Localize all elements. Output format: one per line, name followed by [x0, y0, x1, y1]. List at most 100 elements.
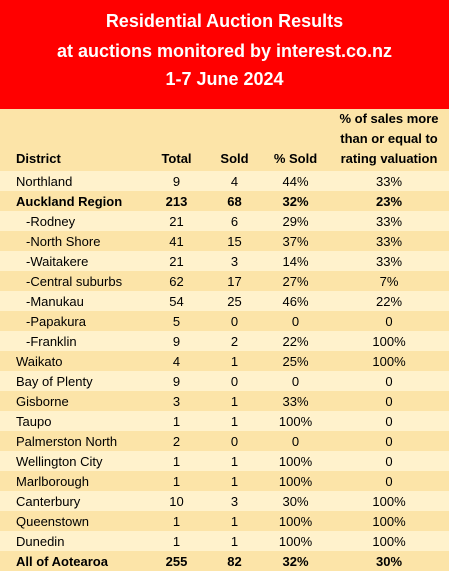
cell-sold: 0	[230, 433, 239, 449]
cell-total: 1	[172, 453, 181, 469]
cell-district: Gisborne	[16, 393, 69, 409]
table-row: -Franklin 9 2 22% 100%	[0, 331, 449, 351]
table-row: -Manukau 54 25 46% 22%	[0, 291, 449, 311]
cell-pct-sold: 46%	[282, 293, 309, 309]
cell-pct-sold: 0	[291, 433, 300, 449]
cell-total: 255	[146, 551, 207, 571]
title-date: 1-7 June 2024	[165, 69, 284, 89]
cell-pct-over: 22%	[375, 293, 403, 309]
cell-total: 1	[172, 473, 181, 489]
title-banner: Residential Auction Results at auctions …	[0, 0, 449, 109]
cell-pct-sold: 32%	[282, 193, 309, 209]
cell-district: All of Aotearoa	[0, 551, 146, 571]
cell-district: Marlborough	[16, 473, 89, 489]
cell-total: 2	[172, 433, 181, 449]
cell-sold: 0	[230, 313, 239, 329]
table-row: -Central suburbs 62 17 27% 7%	[0, 271, 449, 291]
cell-total: 213	[165, 193, 188, 209]
cell-total: 9	[172, 373, 181, 389]
cell-sold: 1	[230, 353, 239, 369]
cell-district: Queenstown	[16, 513, 89, 529]
cell-sold: 0	[230, 373, 239, 389]
cell-sold: 68	[227, 193, 242, 209]
title-line-1: Residential Auction Results	[105, 11, 344, 31]
cell-pct-sold: 29%	[282, 213, 309, 229]
cell-pct-over: 23%	[375, 193, 403, 209]
cell-total: 10	[169, 493, 184, 509]
cell-district: Waikato	[16, 353, 63, 369]
cell-sold: 3	[230, 493, 239, 509]
cell-total: 4	[172, 353, 181, 369]
cell-pct-over: 33%	[375, 233, 403, 249]
cell-pct-over: 100%	[372, 513, 406, 529]
cell-pct-over: 100%	[372, 353, 406, 369]
cell-total: 5	[172, 313, 181, 329]
cell-pct-sold: 33%	[282, 393, 309, 409]
cell-pct-sold: 44%	[282, 173, 309, 189]
cell-pct-over: 100%	[372, 333, 406, 349]
cell-pct-sold: 37%	[282, 233, 309, 249]
cell-pct-over: 0	[385, 473, 393, 489]
header-row: District Total Sold % Sold % of sales mo…	[0, 109, 449, 171]
cell-pct-sold: 25%	[282, 353, 309, 369]
cell-pct-sold: 27%	[282, 273, 309, 289]
cell-pct-over: 7%	[379, 273, 399, 289]
col-header-sold: Sold	[220, 151, 249, 166]
cell-district: Canterbury	[16, 493, 81, 509]
cell-district: Dunedin	[16, 533, 65, 549]
title-line-2: at auctions monitored by interest.co.nz	[56, 41, 393, 61]
cell-pct-over: 0	[385, 313, 393, 329]
cell-district: Taupo	[16, 413, 52, 429]
cell-pct-sold: 100%	[278, 413, 313, 429]
cell-pct-over: 33%	[375, 253, 403, 269]
table-row: -Waitakere 21 3 14% 33%	[0, 251, 449, 271]
table-row: Waikato 4 1 25% 100%	[0, 351, 449, 371]
cell-pct-sold: 100%	[278, 473, 313, 489]
table-row: Auckland Region 213 68 32% 23%	[0, 191, 449, 211]
cell-sold: 2	[230, 333, 239, 349]
cell-district: Auckland Region	[16, 193, 123, 209]
table-row: Dunedin 1 1 100% 100%	[0, 531, 449, 551]
cell-sold: 4	[230, 173, 239, 189]
cell-total: 9	[172, 333, 181, 349]
cell-pct-sold: 100%	[278, 513, 313, 529]
cell-district: Northland	[16, 173, 73, 189]
cell-total: 41	[169, 233, 184, 249]
cell-pct-over: 33%	[375, 173, 403, 189]
table-row: Northland 9 4 44% 33%	[0, 171, 449, 191]
col-header-pct-over-valuation: % of sales more than or equal to rating …	[339, 111, 439, 166]
table-row: Queenstown 1 1 100% 100%	[0, 511, 449, 531]
cell-pct-over: 0	[385, 433, 393, 449]
cell-pct-over: 0	[385, 393, 393, 409]
cell-district: -Manukau	[26, 293, 84, 309]
table-row: Bay of Plenty 9 0 0 0	[0, 371, 449, 391]
cell-sold: 82	[207, 551, 262, 571]
cell-pct-over: 0	[385, 373, 393, 389]
cell-total: 1	[172, 513, 181, 529]
cell-total: 9	[172, 173, 181, 189]
cell-pct-over: 33%	[375, 213, 403, 229]
cell-pct-sold: 0	[291, 373, 300, 389]
cell-pct-sold: 14%	[282, 253, 309, 269]
table-row: -Rodney 21 6 29% 33%	[0, 211, 449, 231]
cell-sold: 17	[227, 273, 242, 289]
cell-total: 1	[172, 533, 181, 549]
cell-sold: 25	[227, 293, 242, 309]
cell-district: -Central suburbs	[26, 273, 123, 289]
cell-total: 54	[169, 293, 184, 309]
table-row: Canterbury 10 3 30% 100%	[0, 491, 449, 511]
table-row: Marlborough 1 1 100% 0	[0, 471, 449, 491]
cell-total: 21	[169, 253, 184, 269]
cell-sold: 1	[230, 453, 239, 469]
cell-district: -Papakura	[26, 313, 86, 329]
table-row: -North Shore 41 15 37% 33%	[0, 231, 449, 251]
table-row: -Papakura 5 0 0 0	[0, 311, 449, 331]
cell-pct-sold: 100%	[278, 533, 313, 549]
cell-district: -Waitakere	[26, 253, 89, 269]
cell-pct-sold: 100%	[278, 453, 313, 469]
cell-sold: 15	[227, 233, 242, 249]
total-row: All of Aotearoa 255 82 32% 30%	[0, 551, 449, 571]
results-table: District Total Sold % Sold % of sales mo…	[0, 109, 449, 571]
table-row: Wellington City 1 1 100% 0	[0, 451, 449, 471]
